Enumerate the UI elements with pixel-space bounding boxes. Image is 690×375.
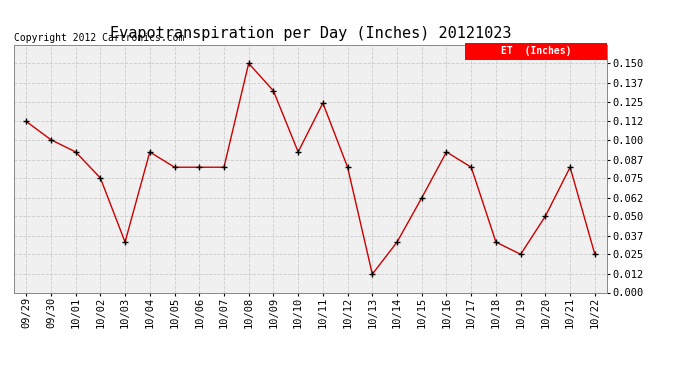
Title: Evapotranspiration per Day (Inches) 20121023: Evapotranspiration per Day (Inches) 2012… <box>110 26 511 41</box>
Text: Copyright 2012 Cartronics.com: Copyright 2012 Cartronics.com <box>14 33 184 42</box>
